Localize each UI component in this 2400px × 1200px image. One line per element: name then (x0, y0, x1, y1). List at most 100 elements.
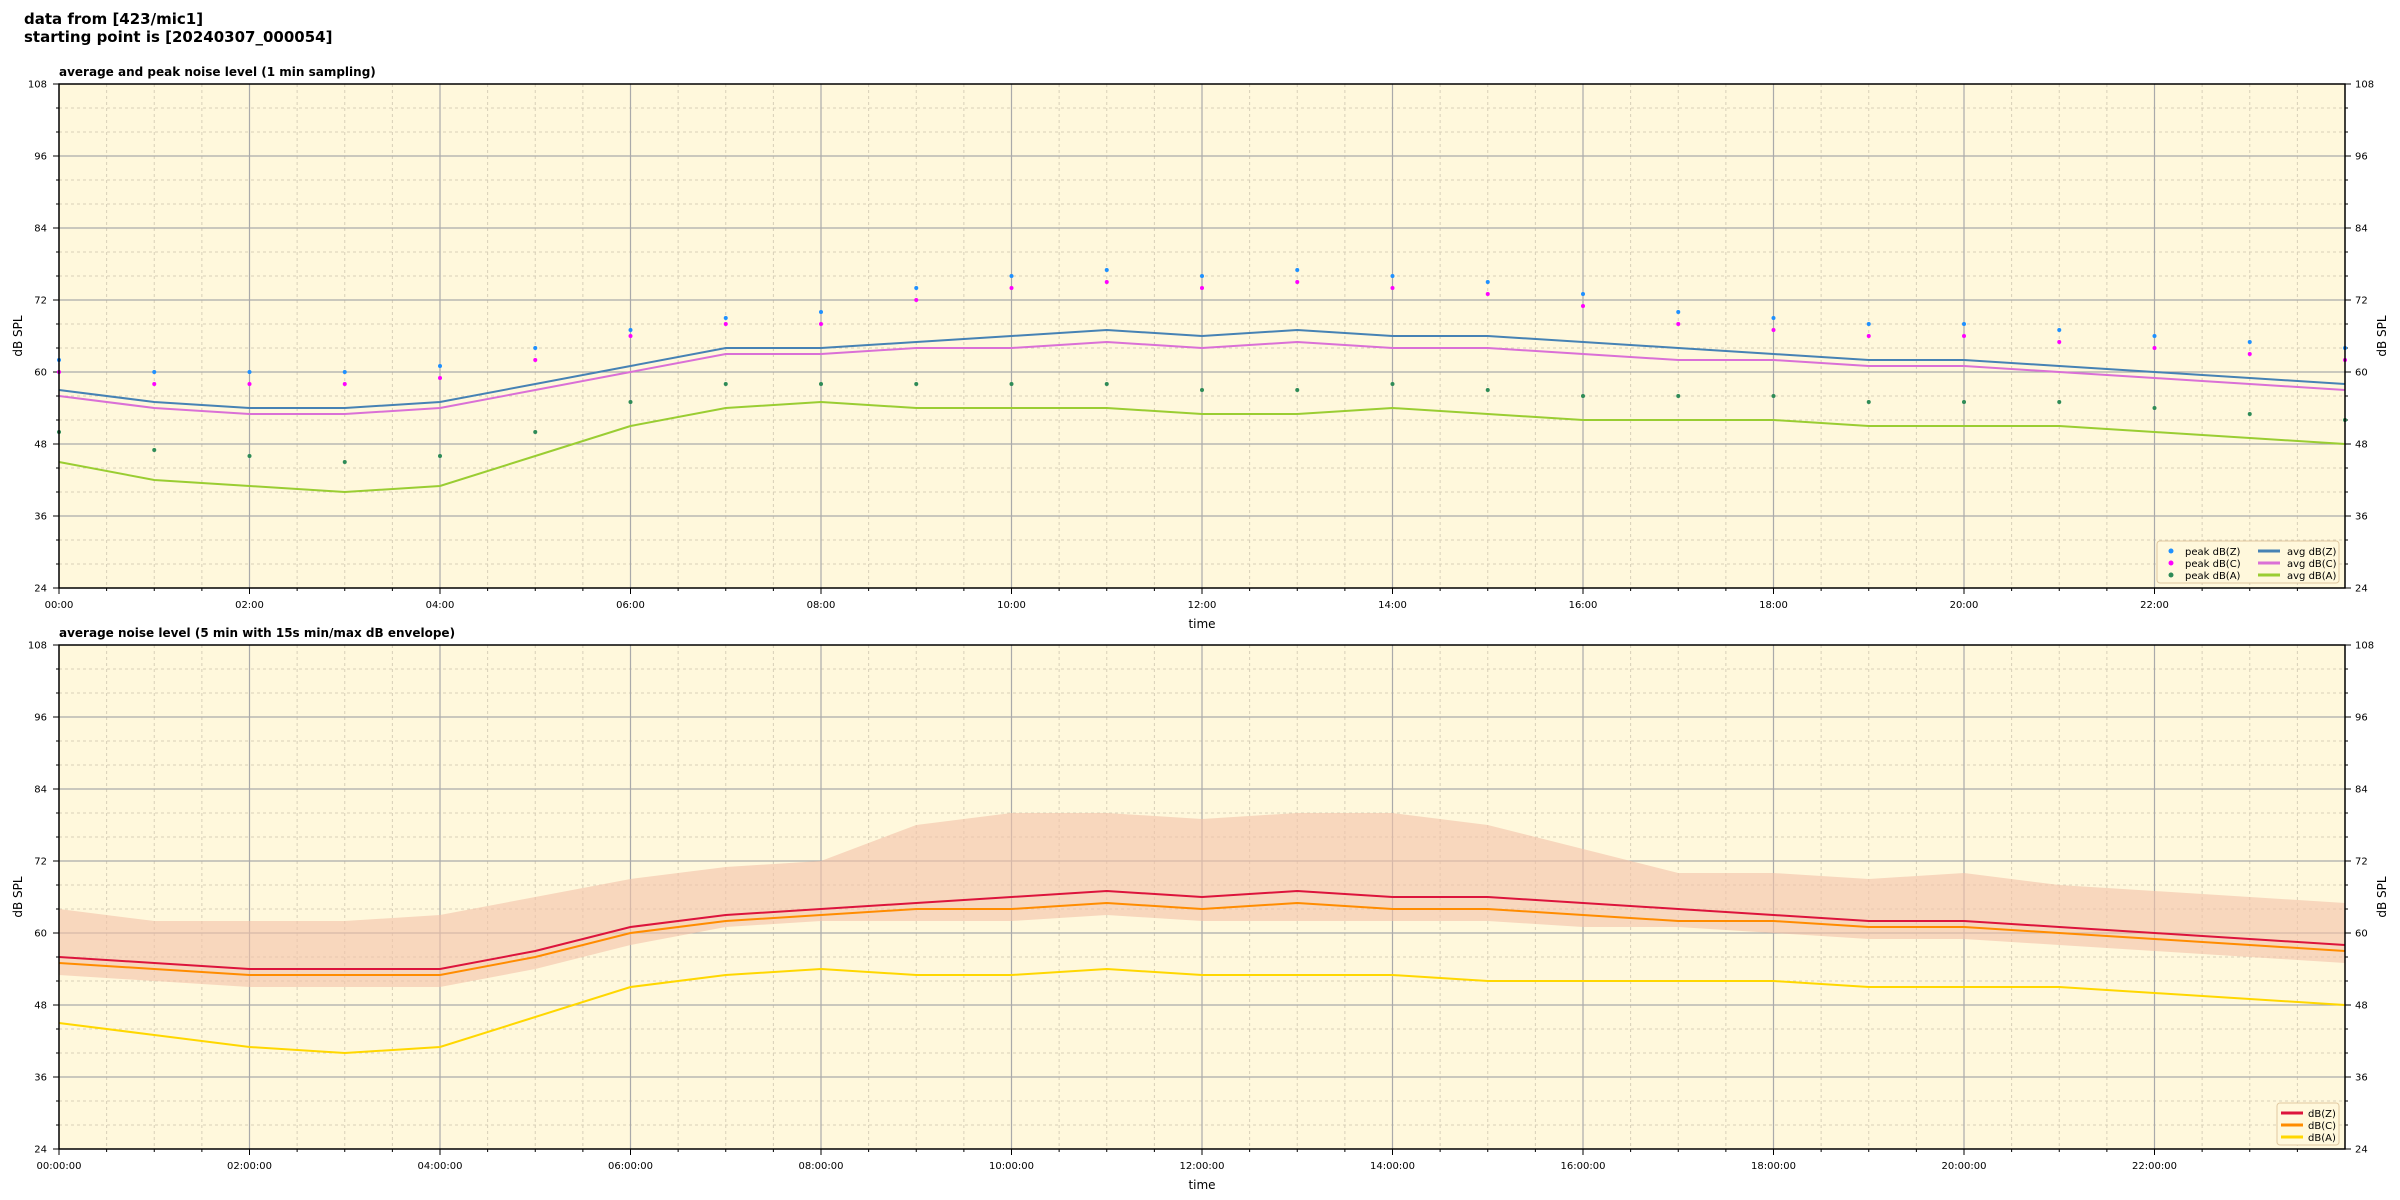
data-point (723, 382, 728, 386)
data-point (533, 430, 538, 434)
data-point (2057, 340, 2062, 344)
data-point (1295, 388, 1300, 392)
y-tick-label-right: 108 (2355, 641, 2374, 652)
y-tick-label-right: 36 (2355, 512, 2368, 523)
data-point (342, 460, 347, 464)
y-tick-label-right: 60 (2355, 929, 2368, 940)
data-point (914, 298, 919, 302)
x-tick-label: 00:00:00 (37, 1161, 82, 1172)
data-point (247, 382, 252, 386)
x-tick-label: 14:00:00 (1370, 1161, 1415, 1172)
y-tick-label-right: 72 (2355, 296, 2368, 307)
data-point (1676, 310, 1681, 314)
data-point (1962, 322, 1966, 326)
y-tick-label-right: 48 (2355, 1001, 2368, 1012)
y-tick-label: 96 (34, 713, 47, 724)
legend-label: dB(Z) (2308, 1109, 2336, 1120)
plot-frame (58, 644, 2346, 1150)
series-line-avg-db-c- (58, 340, 2346, 415)
y-tick-label: 48 (34, 440, 47, 451)
data-point (1104, 268, 1109, 272)
legend-label: avg dB(A) (2287, 571, 2337, 582)
data-point (2057, 400, 2062, 404)
data-point (1866, 334, 1871, 338)
chart-1: 00:00 02:00 04:00 06:00 08:00 10:00 12:00 14:00… (11, 65, 2389, 631)
series-line-db-z- (58, 889, 2346, 970)
data-point (152, 382, 157, 386)
x-tick-label: 06:00:00 (608, 1161, 653, 1172)
data-point (628, 328, 633, 332)
x-tick-label: 12:00 (1188, 600, 1217, 611)
data-point (2152, 334, 2157, 338)
legend-label: dB(A) (2308, 1133, 2336, 1144)
legend: peak dB(Z)peak dB(C)peak dB(A)avg dB(Z)a… (2156, 540, 2340, 584)
data-point (1009, 382, 1014, 386)
legend-label: avg dB(Z) (2287, 547, 2337, 558)
data-point (1771, 328, 1776, 332)
x-tick-label: 20:00 (1950, 600, 1979, 611)
y-tick-label: 24 (34, 584, 47, 595)
y-tick-label-right: 60 (2355, 368, 2368, 379)
x-tick-label: 04:00:00 (418, 1161, 463, 1172)
y-tick-label: 72 (34, 857, 47, 868)
data-point (819, 382, 823, 386)
y-tick-label-right: 96 (2355, 152, 2368, 163)
data-point (1200, 274, 1204, 278)
data-point (1295, 280, 1300, 284)
x-tick-label: 22:00:00 (2132, 1161, 2177, 1172)
data-point (1485, 388, 1490, 392)
y-tick-label: 84 (34, 785, 47, 796)
y-tick-label: 60 (34, 929, 47, 940)
data-point (1390, 274, 1395, 278)
series-peak-db-a- (57, 382, 2347, 464)
legend-label: peak dB(Z) (2185, 547, 2241, 558)
y-tick-label-right: 96 (2355, 713, 2368, 724)
x-tick-label: 02:00:00 (227, 1161, 272, 1172)
series-line-avg-db-z- (58, 328, 2346, 409)
y-tick-label-right: 36 (2355, 1073, 2368, 1084)
y-tick-label: 84 (34, 224, 47, 235)
data-point (1009, 274, 1014, 278)
plot-frame (58, 83, 2346, 589)
legend-label: dB(C) (2308, 1121, 2336, 1132)
x-axis-label: time (1188, 617, 1215, 631)
x-tick-label: 18:00:00 (1751, 1161, 1796, 1172)
title-line-2: starting point is [20240307_000054] (24, 28, 333, 46)
data-point (1485, 292, 1490, 296)
data-point (1009, 286, 1014, 290)
data-point (438, 364, 442, 368)
data-point (1485, 280, 1490, 284)
y-tick-label-right: 84 (2355, 224, 2368, 235)
legend-box (2156, 540, 2340, 584)
data-point (533, 346, 538, 350)
data-point (1581, 292, 1585, 296)
figure-title: data from [423/mic1] starting point is [… (24, 10, 332, 46)
x-tick-label: 22:00 (2140, 600, 2169, 611)
data-point (247, 454, 252, 458)
data-point (723, 316, 728, 320)
legend-marker (2168, 548, 2174, 554)
data-point (2247, 340, 2252, 344)
y-axis-label: dB SPL (11, 315, 25, 357)
data-point (1390, 382, 1395, 386)
data-point (342, 382, 347, 386)
data-point (2057, 328, 2062, 332)
y-tick-label: 36 (34, 1073, 47, 1084)
x-tick-label: 04:00 (426, 600, 455, 611)
y-tick-label: 108 (28, 80, 47, 91)
data-point (819, 310, 823, 314)
y-tick-label: 60 (34, 368, 47, 379)
x-tick-label: 00:00 (45, 600, 74, 611)
legend-label: peak dB(C) (2185, 559, 2241, 570)
y-tick-label-right: 72 (2355, 857, 2368, 868)
series-peak-db-z- (57, 268, 2347, 374)
data-point (1390, 286, 1395, 290)
title-line-1: data from [423/mic1] (24, 10, 204, 28)
y-axis-label-right: dB SPL (2375, 876, 2389, 918)
series-line-avg-db-a- (58, 400, 2346, 494)
data-point (1104, 280, 1109, 284)
data-point (152, 448, 157, 452)
series-line-db-a- (58, 967, 2346, 1055)
x-tick-label: 02:00 (235, 600, 264, 611)
x-tick-label: 10:00 (997, 600, 1026, 611)
